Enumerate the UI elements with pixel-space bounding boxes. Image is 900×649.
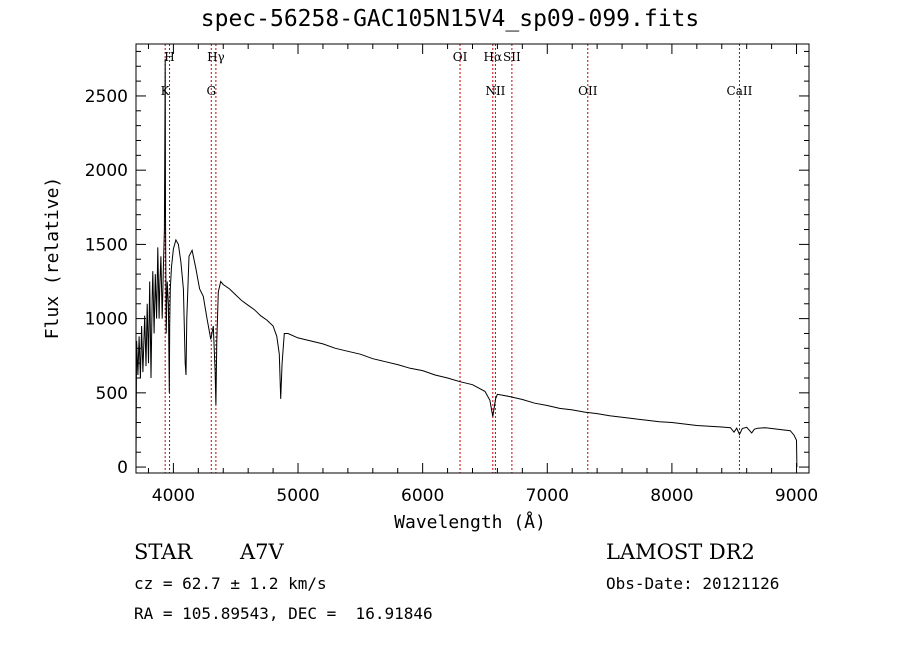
y-axis: 0 500 1000 1500 2000 2500 [85,50,809,478]
x-tick-label: 9000 [775,486,818,506]
x-tick-label: 7000 [526,486,569,506]
x-tick-label: 6000 [401,486,444,506]
spectral-subclass: A7V [240,540,284,564]
coordinates-readout: RA = 105.89543, DEC = 16.91846 [134,604,433,623]
spectral-line-label: H [164,50,174,64]
object-class: STAR [134,540,193,564]
survey-name: LAMOST DR2 [606,540,755,564]
y-tick-label: 2500 [85,87,128,107]
y-tick-label: 0 [117,458,128,478]
chart-title: spec-56258-GAC105N15V4_sp09-099.fits [200,6,700,32]
plot-frame [135,43,810,474]
y-tick-label: 2000 [85,161,128,181]
x-axis: 4000 5000 6000 7000 8000 9000 [147,44,818,506]
spectral-line-label: OI [453,50,468,64]
y-axis-label: Flux (relative) [42,177,63,340]
spectrum-line [135,58,798,468]
y-tick-label: 1000 [85,310,128,330]
x-tick-label: 5000 [276,486,319,506]
spectral-line-label: G [206,84,216,98]
redshift-readout: cz = 62.7 ± 1.2 km/s [134,574,327,593]
x-axis-label: Wavelength (Å) [394,511,546,533]
spectral-line-label: Hγ [207,50,225,64]
observation-date: Obs-Date: 20121126 [606,574,780,593]
x-tick-label: 8000 [650,486,693,506]
y-tick-label: 500 [96,384,128,404]
y-tick-label: 1500 [85,235,128,255]
spectral-line-label: Hα [484,50,503,64]
x-tick-label: 4000 [152,486,195,506]
spectral-line-label: OII [578,84,598,98]
spectral-line-label: CaII [727,84,753,98]
spectral-line-label: NII [485,84,505,98]
spectral-line-label: SII [503,50,521,64]
